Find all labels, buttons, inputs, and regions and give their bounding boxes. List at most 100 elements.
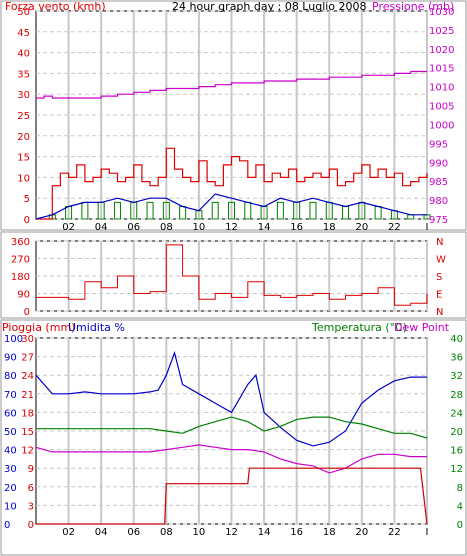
rain-axis-title: Pioggia (mm): [2, 321, 75, 334]
wind-avg-line: [35, 193, 427, 220]
humidity-tick-label: 30: [4, 464, 17, 475]
left-tick-label: 15: [17, 153, 30, 164]
left-tick-label: 40: [17, 49, 30, 60]
compass-tick-label: S: [436, 272, 442, 283]
x-tick-label: I: [426, 527, 429, 538]
temp-tick-label: 32: [450, 371, 463, 382]
x-tick-label: 12: [225, 222, 238, 233]
x-tick-label: 16: [290, 527, 303, 538]
panel-2-frame: [0, 231, 467, 319]
x-tick-label: 02: [62, 222, 75, 233]
left-tick-label: 30: [17, 90, 30, 101]
wind-speed-line: [36, 147, 428, 220]
temperature-axis-title: Temperatura (°C): [311, 321, 407, 334]
right-tick-label: 1020: [429, 45, 454, 56]
humidity-tick-label: 70: [4, 390, 17, 401]
right-tick-label: 1005: [429, 102, 454, 113]
humidity-tick-label: 100: [4, 334, 23, 345]
left-tick-label: 35: [17, 69, 30, 80]
wind-green-bar: [276, 201, 284, 220]
temperature-line: [36, 416, 428, 439]
x-tick-label: 16: [290, 222, 303, 233]
x-tick-label: 04: [95, 527, 108, 538]
right-tick-label: 990: [429, 158, 448, 169]
x-tick-label: 14: [258, 222, 271, 233]
humidity-tick-label: 0: [4, 520, 10, 531]
rain-tick-label: 21: [21, 390, 34, 401]
wind-green-bar: [211, 201, 219, 220]
temp-tick-label: 28: [450, 390, 463, 401]
humidity-tick-label: 40: [4, 446, 17, 457]
humidity-tick-label: 20: [4, 483, 17, 494]
wind-green-bar: [146, 201, 154, 220]
x-tick-label: 22: [388, 527, 401, 538]
left-tick-label: 0: [24, 215, 30, 226]
right-tick-label: 1030: [429, 7, 454, 18]
dewpoint-line: [35, 444, 427, 474]
humidity-axis-title: Umidita %: [68, 321, 125, 334]
rain-tick-label: 12: [21, 446, 34, 457]
right-tick-label: 980: [429, 196, 448, 207]
rain-tick-label: 15: [21, 427, 34, 438]
temp-tick-label: 40: [450, 334, 463, 345]
x-tick-label: 04: [95, 222, 108, 233]
humidity-tick-label: 50: [4, 427, 17, 438]
left-tick-label: 50: [17, 7, 30, 18]
rain-tick-label: 9: [28, 464, 34, 475]
temp-tick-label: 12: [450, 464, 463, 475]
rain-tick-label: 0: [28, 520, 34, 531]
temp-tick-label: 24: [450, 408, 463, 419]
panel-3-frame: [0, 319, 467, 556]
temp-tick-label: 8: [457, 483, 463, 494]
wind-green-bar: [228, 201, 235, 220]
x-tick-label: 08: [160, 222, 173, 233]
x-tick-label: 06: [127, 222, 140, 233]
x-tick-label: 20: [355, 527, 368, 538]
x-tick-label: 18: [323, 222, 336, 233]
compass-tick-label: W: [436, 255, 446, 266]
left-tick-label: 45: [17, 28, 30, 39]
right-tick-label: 995: [429, 139, 448, 150]
rain-tick-label: 6: [28, 483, 34, 494]
x-tick-label: 06: [127, 527, 140, 538]
x-tick-label: 08: [160, 527, 173, 538]
humidity-tick-label: 90: [4, 353, 17, 364]
left-tick-label: 20: [17, 132, 30, 143]
left-tick-label: 270: [11, 255, 30, 266]
x-tick-label: I: [426, 222, 429, 233]
wind-speed-axis-title: Forza vento (kmh): [5, 0, 106, 13]
x-tick-label: 20: [355, 222, 368, 233]
wind-green-bar: [162, 201, 170, 220]
humidity-tick-label: 10: [4, 501, 17, 512]
right-tick-label: 985: [429, 177, 448, 188]
panel-1-frame: [0, 0, 467, 231]
x-tick-label: 14: [258, 527, 271, 538]
rain-tick-label: 30: [21, 334, 34, 345]
rain-tick-label: 27: [21, 353, 34, 364]
left-tick-label: 90: [17, 290, 30, 301]
x-tick-label: 10: [193, 222, 206, 233]
right-tick-label: 975: [429, 215, 448, 226]
humidity-line: [35, 350, 427, 447]
x-tick-label: 02: [62, 527, 75, 538]
rain-tick-label: 24: [21, 371, 34, 382]
chart-title: 24 hour graph day : 08 Luglio 2008: [172, 0, 367, 13]
humidity-tick-label: 60: [4, 408, 17, 419]
right-tick-label: 1010: [429, 83, 454, 94]
left-tick-label: 360: [11, 237, 30, 248]
compass-tick-label: N: [436, 237, 443, 248]
left-tick-label: 180: [11, 272, 30, 283]
right-tick-label: 1000: [429, 120, 454, 131]
rain-tick-label: 3: [28, 501, 34, 512]
x-tick-label: 18: [323, 527, 336, 538]
temp-tick-label: 0: [457, 520, 463, 531]
temp-tick-label: 16: [450, 446, 463, 457]
pressure-axis-title: Pressione (mb): [372, 0, 454, 13]
rain-tick-label: 18: [21, 408, 34, 419]
compass-tick-label: E: [436, 290, 442, 301]
compass-tick-label: N: [436, 307, 443, 318]
right-tick-label: 1025: [429, 26, 454, 37]
right-tick-label: 1015: [429, 64, 454, 75]
